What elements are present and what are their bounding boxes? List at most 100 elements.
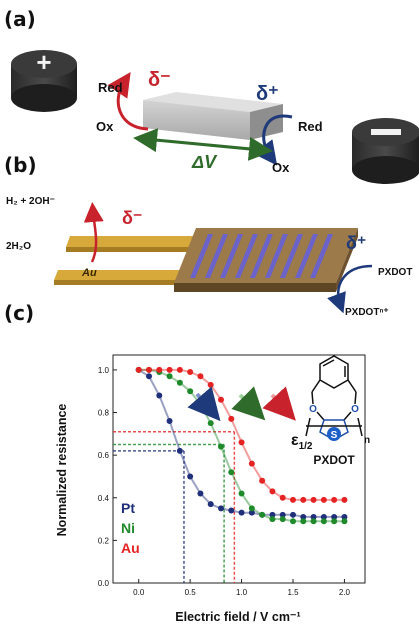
- epsilon-label: ε1/2: [291, 432, 313, 452]
- positive-terminal-cylinder: +: [11, 47, 77, 112]
- data-point: [146, 373, 152, 380]
- panel-b-label: (b): [4, 153, 37, 177]
- h2-label: H₂ + 2OH⁻: [6, 196, 55, 207]
- pxdot-label-b: PXDOT: [378, 267, 412, 278]
- x-tick-label: 2.0: [339, 588, 351, 597]
- x-tick-label: 1.5: [287, 588, 299, 597]
- legend: Pt Ni Au: [121, 500, 140, 556]
- data-point: [218, 443, 224, 450]
- au-label: Au: [81, 267, 97, 279]
- data-point: [290, 496, 296, 503]
- y-tick-label: 0.4: [98, 494, 110, 503]
- y-tick-label: 0.0: [98, 579, 110, 588]
- x-axis-label: Electric field / V cm⁻¹: [175, 610, 300, 624]
- electrode-finger: [310, 234, 333, 278]
- panel-c: (c) 0.0 0.5 1.0 1.5 2.0 0.0 0.2 0.4 0.6 0.8 1.0 No…: [4, 301, 370, 624]
- plus-symbol: +: [36, 47, 51, 77]
- electrode-fingers: [190, 234, 333, 278]
- gold-electrode: [54, 236, 200, 285]
- electrode-finger: [220, 234, 243, 278]
- data-point: [228, 415, 235, 422]
- sulfur-atom: [327, 427, 341, 441]
- pt-sweep-arrow: [187, 386, 221, 422]
- repeat-n: n: [364, 435, 370, 446]
- delta-plus-b: δ⁺: [346, 233, 366, 253]
- data-point: [269, 488, 276, 495]
- data-point: [248, 505, 255, 512]
- data-point: [341, 518, 348, 525]
- electrode-finger: [205, 234, 228, 278]
- data-point: [320, 513, 327, 520]
- panel-a-label: (a): [4, 7, 36, 31]
- legend-au: Au: [121, 540, 140, 556]
- oxygen-left: O: [309, 404, 317, 415]
- data-point: [207, 420, 214, 427]
- data-point: [300, 496, 307, 503]
- data-point: [176, 366, 183, 373]
- data-point: [166, 418, 173, 425]
- data-point: [248, 509, 255, 516]
- y-tick-label: 1.0: [98, 366, 110, 375]
- data-point: [310, 513, 317, 520]
- data-point: [259, 477, 266, 484]
- data-point: [341, 513, 348, 520]
- legend-ni: Ni: [121, 520, 135, 536]
- data-point: [228, 469, 235, 476]
- data-point: [290, 511, 296, 518]
- electrode-finger: [295, 234, 318, 278]
- left-ox-label: Ox: [96, 119, 114, 134]
- electrode-finger: [265, 234, 288, 278]
- data-point: [176, 379, 183, 386]
- right-ox-label: Ox: [272, 160, 290, 175]
- oxygen-right: O: [351, 404, 359, 415]
- y-axis-label: Normalized resistance: [55, 404, 69, 537]
- x-tick-label: 1.0: [236, 588, 248, 597]
- delta-minus-a: δ⁻: [148, 69, 171, 91]
- data-point: [279, 511, 286, 518]
- data-point: [218, 396, 224, 403]
- data-point: [269, 511, 276, 518]
- molecule-name: PXDOT: [313, 453, 355, 467]
- y-tick-label: 0.8: [98, 409, 110, 418]
- data-point: [197, 373, 204, 380]
- data-point: [207, 501, 214, 508]
- data-point: [331, 513, 338, 520]
- data-point: [320, 496, 327, 503]
- delta-minus-b: δ⁻: [122, 208, 142, 228]
- y-tick-label: 0.2: [98, 536, 110, 545]
- data-point: [156, 366, 163, 373]
- data-point: [269, 516, 276, 523]
- electrode-finger: [190, 234, 213, 278]
- data-point: [279, 516, 286, 523]
- data-point: [135, 366, 142, 373]
- data-point: [331, 496, 338, 503]
- ni-sweep-arrow: [231, 386, 266, 421]
- data-point: [310, 518, 317, 525]
- data-point: [207, 381, 214, 388]
- data-point: [300, 513, 307, 520]
- data-point: [238, 439, 245, 446]
- y-tick-label: 0.6: [98, 451, 110, 460]
- data-point: [300, 518, 307, 525]
- data-point: [238, 490, 245, 497]
- electrode-finger: [250, 234, 273, 278]
- pxdot-oxidation-arrow: [327, 264, 373, 314]
- panel-c-label: (c): [4, 301, 34, 325]
- data-point: [146, 366, 152, 373]
- data-point: [259, 511, 266, 518]
- delta-v-arrow: [133, 128, 273, 161]
- data-point: [176, 447, 183, 454]
- panel-b: (b) Au H₂ + 2OH⁻ 2H₂O δ⁻ δ⁺ PXDOT PXDOTⁿ…: [4, 153, 412, 318]
- axis-ticks: 0.0 0.5 1.0 1.5 2.0 0.0 0.2 0.4 0.6 0.8 1.0: [98, 366, 351, 597]
- data-point: [320, 518, 327, 525]
- delta-v-label: ΔV: [191, 152, 218, 172]
- legend-pt: Pt: [121, 500, 135, 516]
- data-point: [166, 373, 173, 380]
- sulfur-label: S: [331, 430, 338, 441]
- data-point: [187, 369, 194, 376]
- left-red-label: Red: [98, 80, 123, 95]
- data-point: [248, 460, 255, 467]
- plot-frame: [112, 354, 366, 584]
- negative-terminal-cylinder: [352, 118, 419, 184]
